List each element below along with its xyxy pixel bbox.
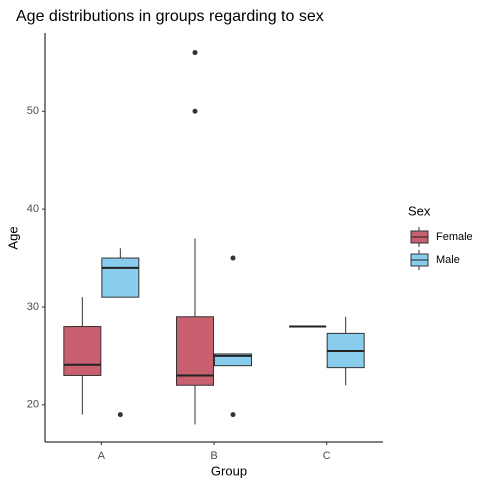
outlier xyxy=(230,412,236,418)
y-axis-label: Age xyxy=(5,226,20,249)
x-tick-label: B xyxy=(210,450,217,462)
y-tick-label: 30 xyxy=(27,301,39,313)
y-tick-label: 40 xyxy=(27,203,39,215)
x-axis-label: Group xyxy=(211,463,247,478)
box xyxy=(176,316,214,386)
box xyxy=(63,326,102,376)
outlier xyxy=(192,108,198,114)
outlier xyxy=(117,412,123,418)
legend-title: Sex xyxy=(408,203,431,218)
x-tick-label: C xyxy=(323,450,331,462)
box xyxy=(101,257,140,298)
outlier xyxy=(230,255,236,261)
x-tick-label: A xyxy=(98,450,106,462)
box xyxy=(214,353,252,367)
outlier xyxy=(192,50,198,56)
chart-title: Age distributions in groups regarding to… xyxy=(16,8,324,25)
legend-label: Male xyxy=(436,254,460,266)
legend-label: Female xyxy=(436,231,473,243)
y-tick-label: 50 xyxy=(27,105,39,117)
y-tick-label: 20 xyxy=(27,399,39,411)
